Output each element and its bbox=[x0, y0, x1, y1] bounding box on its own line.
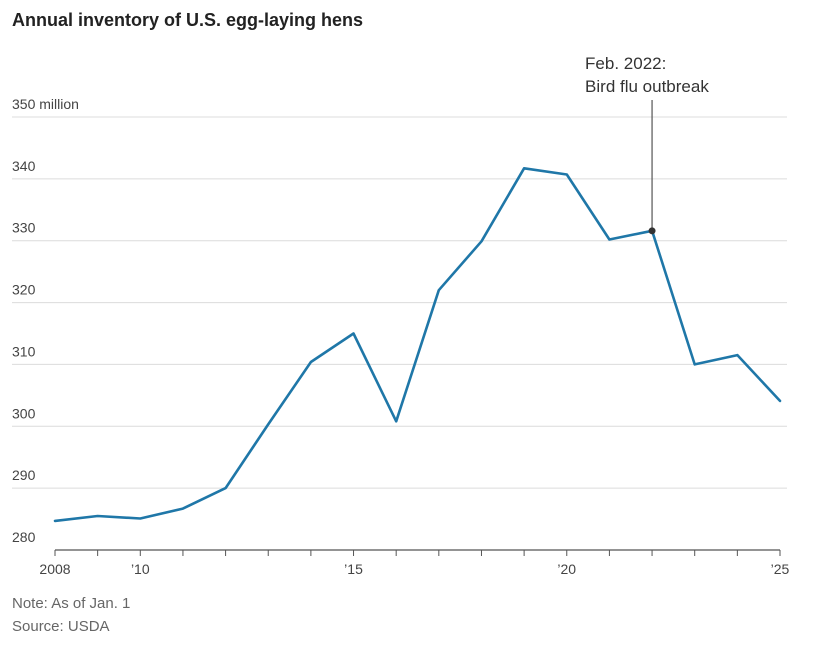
chart-source: Source: USDA bbox=[12, 618, 110, 635]
y-tick-label: 340 bbox=[12, 158, 36, 174]
y-tick-label: 350 million bbox=[12, 96, 79, 112]
x-tick-label: ’20 bbox=[557, 561, 576, 577]
chart-title: Annual inventory of U.S. egg-laying hens bbox=[12, 10, 364, 30]
chart-note: Note: As of Jan. 1 bbox=[12, 595, 131, 612]
annotation-marker bbox=[648, 227, 656, 235]
y-tick-label: 320 bbox=[12, 282, 36, 298]
y-tick-label: 310 bbox=[12, 343, 36, 359]
annotation-text: Feb. 2022: bbox=[585, 54, 666, 73]
x-tick-label: 2008 bbox=[39, 561, 70, 577]
x-tick-label: ’10 bbox=[131, 561, 150, 577]
annotation-text: Bird flu outbreak bbox=[585, 77, 709, 96]
y-tick-label: 290 bbox=[12, 467, 36, 483]
y-tick-label: 330 bbox=[12, 220, 36, 236]
series-line bbox=[53, 167, 782, 523]
y-tick-label: 280 bbox=[12, 529, 36, 545]
x-tick-label: ’15 bbox=[344, 561, 363, 577]
y-tick-label: 300 bbox=[12, 405, 36, 421]
x-tick-label: ’25 bbox=[771, 561, 790, 577]
